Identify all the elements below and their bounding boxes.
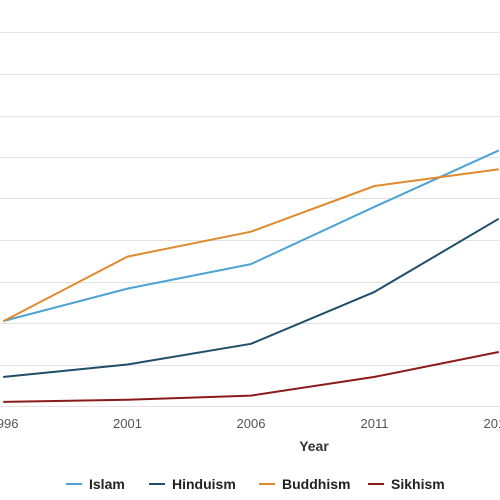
x-axis-ticks: 1996 2001 2006 2011 2016 (0, 416, 500, 431)
legend-item-hinduism[interactable]: Hinduism (149, 476, 236, 492)
x-tick-label: 2001 (113, 416, 142, 431)
x-axis-title: Year (299, 438, 329, 454)
legend-item-islam[interactable]: Islam (66, 476, 125, 492)
legend-label: Sikhism (391, 476, 445, 492)
gridlines (0, 32, 500, 407)
legend-label: Hinduism (172, 476, 236, 492)
legend-label: Buddhism (282, 476, 350, 492)
legend: Islam Hinduism Buddhism Sikhism (66, 476, 445, 492)
series-lines (3, 149, 499, 403)
x-tick-label: 2016 (484, 416, 500, 431)
legend-item-buddhism[interactable]: Buddhism (259, 476, 350, 492)
series-line-hinduism (3, 218, 499, 378)
series-line-sikhism (3, 351, 499, 403)
legend-label: Islam (89, 476, 125, 492)
legend-item-sikhism[interactable]: Sikhism (368, 476, 445, 492)
x-tick-label: 2011 (361, 416, 389, 431)
x-tick-label: 1996 (0, 416, 18, 431)
series-line-islam (3, 149, 499, 322)
series-line-buddhism (3, 168, 499, 322)
x-tick-label: 2006 (237, 416, 266, 431)
